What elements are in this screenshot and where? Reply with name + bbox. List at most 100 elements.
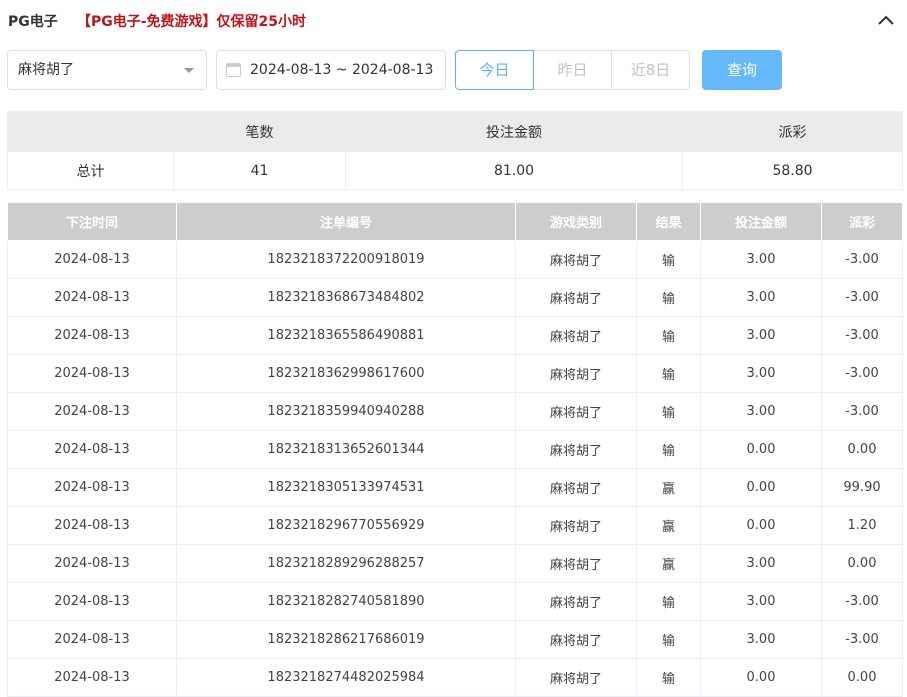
table-cell: 2024-08-13 (7, 544, 177, 583)
table-cell: 1823218296770556929 (176, 506, 516, 545)
table-cell: 0.00 (821, 658, 903, 697)
table-cell: 输 (636, 658, 701, 697)
table-cell: 3.00 (700, 392, 822, 431)
table-cell: 3.00 (700, 620, 822, 659)
table-cell: 1823218282740581890 (176, 582, 516, 621)
table-cell: 0.00 (700, 430, 822, 469)
table-cell: 99.90 (821, 468, 903, 507)
chevron-up-icon[interactable] (876, 10, 896, 30)
table-row: 2024-08-13 1823218274482025984 麻将胡了输 0.00 0.… (7, 658, 903, 697)
table-row: 2024-08-13 1823218362998617600 麻将胡了输 3.00 -3… (7, 354, 903, 393)
summary-header: 笔数 (173, 111, 346, 152)
table-cell: 3.00 (700, 544, 822, 583)
summary-cell: 81.00 (345, 151, 683, 190)
table-cell: 赢 (636, 506, 701, 545)
table-cell: 输 (636, 316, 701, 355)
table-cell: 1823218305133974531 (176, 468, 516, 507)
table-cell: 赢 (636, 544, 701, 583)
table-cell: 1823218274482025984 (176, 658, 516, 697)
table-cell: 2024-08-13 (7, 392, 177, 431)
table-row: 2024-08-13 1823218359940940288 麻将胡了输 3.00 -3… (7, 392, 903, 431)
column-header: 下注时间 (7, 202, 177, 241)
table-cell: 赢 (636, 468, 701, 507)
table-cell: 2024-08-13 (7, 620, 177, 659)
yesterday-button[interactable]: 昨日 (533, 50, 612, 90)
table-row: 2024-08-13 1823218286217686019 麻将胡了输 3.00 -3… (7, 620, 903, 659)
table-cell: 2024-08-13 (7, 278, 177, 317)
table-row: 2024-08-13 1823218282740581890 麻将胡了输 3.00 -3… (7, 582, 903, 621)
table-cell: -3.00 (821, 354, 903, 393)
table-cell: 2024-08-13 (7, 354, 177, 393)
table-cell: 2024-08-13 (7, 468, 177, 507)
table-cell: 麻将胡了 (515, 658, 637, 697)
records-table: 下注时间 注单编号 游戏类别 结果 投注金额 派彩 2024-08-13 182321837… (7, 202, 903, 697)
game-select-value: 麻将胡了 (18, 62, 74, 78)
table-cell: 麻将胡了 (515, 430, 637, 469)
table-cell: 1.20 (821, 506, 903, 545)
date-range-input[interactable]: 2024-08-13 ~ 2024-08-13 (216, 50, 446, 90)
table-cell: 2024-08-13 (7, 582, 177, 621)
table-cell: -3.00 (821, 582, 903, 621)
table-cell: 输 (636, 620, 701, 659)
table-cell: 0.00 (700, 468, 822, 507)
table-cell: 3.00 (700, 240, 822, 279)
table-cell: 1823218365586490881 (176, 316, 516, 355)
table-cell: 麻将胡了 (515, 468, 637, 507)
table-cell: 1823218313652601344 (176, 430, 516, 469)
table-cell: 2024-08-13 (7, 506, 177, 545)
table-cell: 2024-08-13 (7, 316, 177, 355)
summary-header: 投注金额 (345, 111, 683, 152)
summary-cell: 41 (173, 151, 346, 190)
game-select[interactable]: 麻将胡了 (7, 50, 207, 90)
table-cell: 2024-08-13 (7, 240, 177, 279)
table-cell: 0.00 (821, 544, 903, 583)
table-cell: 麻将胡了 (515, 620, 637, 659)
table-cell: 3.00 (700, 316, 822, 355)
table-cell: -3.00 (821, 316, 903, 355)
column-header: 结果 (636, 202, 701, 241)
notice-text: 【PG电子-免费游戏】仅保留25小时 (77, 14, 307, 30)
table-cell: -3.00 (821, 392, 903, 431)
table-cell: 2024-08-13 (7, 430, 177, 469)
table-cell: 1823218372200918019 (176, 240, 516, 279)
table-row: 2024-08-13 1823218313652601344 麻将胡了输 0.00 0.… (7, 430, 903, 469)
summary-table: 笔数 投注金额 派彩 总计 41 81.00 58.80 (7, 111, 903, 190)
last-8-days-button[interactable]: 近8日 (611, 50, 690, 90)
table-cell: 输 (636, 392, 701, 431)
table-cell: 1823218286217686019 (176, 620, 516, 659)
query-button[interactable]: 查询 (702, 50, 782, 90)
quick-date-group: 今日 昨日 近8日 (455, 50, 690, 90)
table-cell: 1823218368673484802 (176, 278, 516, 317)
table-cell: 麻将胡了 (515, 354, 637, 393)
summary-cell: 58.80 (682, 151, 903, 190)
table-cell: 1823218362998617600 (176, 354, 516, 393)
summary-header: 派彩 (682, 111, 903, 152)
summary-cell: 总计 (7, 151, 174, 190)
table-cell: 麻将胡了 (515, 240, 637, 279)
column-header: 注单编号 (176, 202, 516, 241)
table-row: 2024-08-13 1823218372200918019 麻将胡了输 3.00 -3… (7, 240, 903, 279)
table-cell: 麻将胡了 (515, 506, 637, 545)
today-button[interactable]: 今日 (455, 50, 534, 90)
table-cell: 0.00 (700, 506, 822, 545)
table-cell: 0.00 (821, 430, 903, 469)
table-cell: 3.00 (700, 354, 822, 393)
table-cell: 0.00 (700, 658, 822, 697)
table-cell: 3.00 (700, 582, 822, 621)
page-title: PG电子 (8, 14, 58, 30)
table-cell: 输 (636, 278, 701, 317)
table-cell: 输 (636, 430, 701, 469)
table-cell: 输 (636, 354, 701, 393)
date-range-value: 2024-08-13 ~ 2024-08-13 (250, 62, 434, 78)
table-cell: -3.00 (821, 240, 903, 279)
table-cell: 麻将胡了 (515, 544, 637, 583)
table-cell: 输 (636, 240, 701, 279)
table-row: 2024-08-13 1823218368673484802 麻将胡了输 3.00 -3… (7, 278, 903, 317)
table-cell: -3.00 (821, 278, 903, 317)
table-cell: 1823218359940940288 (176, 392, 516, 431)
table-cell: 麻将胡了 (515, 316, 637, 355)
table-row: 2024-08-13 1823218296770556929 麻将胡了赢 0.00 1.… (7, 506, 903, 545)
table-cell: 1823218289296288257 (176, 544, 516, 583)
column-header: 游戏类别 (515, 202, 637, 241)
table-cell: 麻将胡了 (515, 392, 637, 431)
